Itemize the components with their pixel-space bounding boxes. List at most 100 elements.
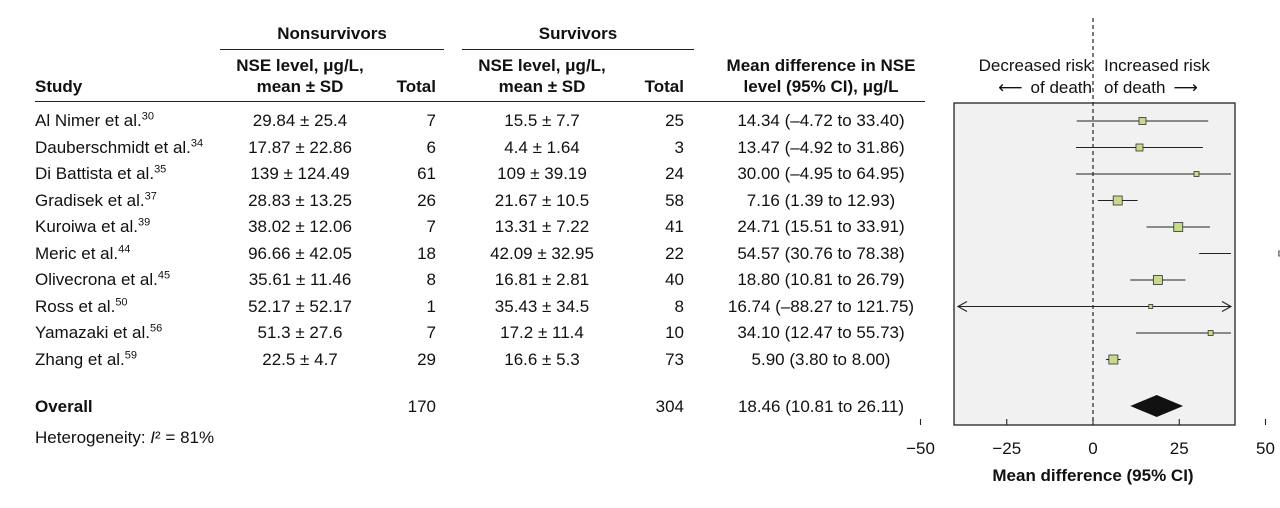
x-tick-label: 50 [1256, 439, 1275, 458]
study-name-text: Di Battista et al. [35, 164, 155, 183]
nonsurvivors-total: 7 [426, 111, 436, 130]
x-tick-label: −50 [906, 439, 935, 458]
study-name: Zhang et al.59 [35, 348, 138, 370]
plot-panel [953, 102, 1236, 426]
point-estimate [1138, 117, 1147, 125]
survivors-total: 3 [674, 137, 684, 157]
overall-nonsurvivors-total: 170 [407, 397, 436, 416]
study-name: Meric et al.44 [35, 243, 130, 264]
reference-number: 59 [124, 348, 138, 361]
nonsurvivors-nse: 96.66 ± 42.05 [248, 243, 352, 263]
table-header-rule [35, 101, 925, 102]
nonsurvivors-nse: 17.87 ± 22.86 [248, 137, 352, 157]
point-estimate [1207, 330, 1214, 336]
nonsurvivors-nse: 51.3 ± 27.6 [257, 323, 343, 342]
study-name-text: Meric et al. [35, 243, 119, 263]
overall-label: Overall [35, 397, 93, 416]
nonsurvivors-nse: 29.84 ± 25.4 [252, 111, 348, 130]
mean-difference: 13.47 (–4.92 to 31.86) [737, 137, 905, 157]
mean-difference: 54.57 (30.76 to 78.38) [737, 243, 905, 263]
mean-difference: 7.16 (1.39 to 12.93) [746, 190, 896, 210]
x-tick-label: 25 [1170, 439, 1189, 458]
survivors-total: 10 [665, 323, 684, 342]
point-estimate [1278, 250, 1280, 257]
nonsurvivors-total: 8 [426, 270, 436, 289]
survivors-nse: 4.4 ± 1.64 [504, 137, 580, 157]
study-name-text: Yamazaki et al. [35, 323, 150, 342]
nonsurvivors-total: 7 [426, 323, 436, 342]
reference-number: 45 [157, 269, 171, 282]
mean-difference: 14.34 (–4.72 to 33.40) [737, 111, 905, 130]
survivors-total: 40 [665, 270, 684, 289]
reference-number: 50 [115, 295, 128, 308]
study-name: Olivecrona et al.45 [35, 270, 170, 290]
point-estimate [1193, 171, 1200, 177]
nonsurvivors-total: 26 [417, 190, 436, 210]
nonsurvivors-nse: 38.02 ± 12.06 [248, 217, 352, 236]
survivors-nse-header: NSE level, μg/L, mean ± SD [478, 56, 606, 96]
study-name: Kuroiwa et al.39 [35, 217, 150, 237]
nonsurvivors-nse-header: NSE level, μg/L, mean ± SD [236, 56, 364, 96]
decreased-risk-label: Decreased risk ⟵ of death [978, 56, 1092, 97]
study-name-text: Kuroiwa et al. [35, 217, 138, 236]
survivors-total: 58 [665, 190, 684, 210]
overall-survivors-total: 304 [655, 397, 684, 416]
mean-difference-header: Mean difference in NSE level (95% CI), μg… [726, 56, 916, 96]
survivors-nse: 17.2 ± 11.4 [500, 323, 584, 342]
reference-number: 30 [141, 110, 154, 123]
nonsurvivors-total: 7 [426, 217, 436, 236]
nonsurvivors-total-header: Total [396, 77, 436, 96]
ci-arrow-right [1221, 301, 1233, 312]
survivors-nse: 16.81 ± 2.81 [494, 270, 590, 289]
study-name: Dauberschmidt et al.34 [35, 137, 203, 158]
survivors-total: 73 [665, 349, 684, 369]
survivors-nse: 13.31 ± 7.22 [494, 217, 590, 236]
survivors-nse: 109 ± 39.19 [497, 164, 587, 183]
survivors-total-header: Total [644, 77, 684, 96]
study-name: Ross et al.50 [35, 295, 128, 317]
study-name-text: Olivecrona et al. [35, 270, 158, 289]
study-name-text: Ross et al. [35, 296, 116, 316]
reference-number: 39 [138, 216, 151, 229]
survivors-nse: 15.5 ± 7.7 [504, 111, 580, 130]
x-tick-label: −25 [992, 439, 1021, 458]
left-arrow-icon: ⟵ [998, 78, 1023, 97]
survivors-nse: 16.6 ± 5.3 [504, 349, 580, 369]
right-arrow-icon: ⟶ [1173, 78, 1198, 97]
nonsurvivors-nse: 22.5 ± 4.7 [262, 349, 338, 369]
nonsurvivors-total: 18 [417, 243, 436, 263]
study-name-text: Zhang et al. [35, 349, 125, 369]
reference-number: 37 [144, 189, 157, 202]
increased-risk-label: Increased risk of death ⟶ [1104, 56, 1210, 97]
mean-difference: 24.71 (15.51 to 33.91) [737, 217, 905, 236]
nonsurvivors-nse: 35.61 ± 11.46 [248, 270, 352, 289]
survivors-nse: 42.09 ± 32.95 [490, 243, 594, 263]
survivors-header: Survivors [538, 24, 618, 43]
ci-arrow-left [956, 301, 968, 312]
nonsurvivors-nse: 52.17 ± 52.17 [248, 296, 352, 316]
nonsurvivors-rule [220, 49, 444, 50]
nonsurvivors-total: 29 [417, 349, 436, 369]
point-estimate [1148, 304, 1154, 309]
nonsurvivors-total: 1 [426, 296, 436, 316]
x-tick-label: 0 [1088, 439, 1097, 458]
nonsurvivors-total: 6 [426, 137, 436, 157]
survivors-total: 22 [665, 243, 684, 263]
study-header: Study [35, 77, 83, 96]
nonsurvivors-total: 61 [417, 164, 436, 183]
point-estimate [1108, 354, 1119, 365]
survivors-nse: 35.43 ± 34.5 [494, 296, 590, 316]
survivors-total: 8 [674, 296, 684, 316]
study-name-text: Al Nimer et al. [35, 111, 142, 130]
study-name: Yamazaki et al.56 [35, 323, 162, 343]
x-axis-label: Mean difference (95% CI) [992, 466, 1193, 485]
study-name-text: Dauberschmidt et al. [35, 137, 191, 157]
mean-difference: 16.74 (–88.27 to 121.75) [727, 296, 915, 316]
overall-diamond [1130, 395, 1184, 417]
study-name-text: Gradisek et al. [35, 190, 145, 210]
overall-mean-difference: 18.46 (10.81 to 26.11) [737, 397, 905, 416]
survivors-total: 25 [665, 111, 684, 130]
point-estimate [1135, 143, 1144, 152]
point-estimate [1112, 195, 1123, 206]
survivors-nse: 21.67 ± 10.5 [494, 190, 590, 210]
